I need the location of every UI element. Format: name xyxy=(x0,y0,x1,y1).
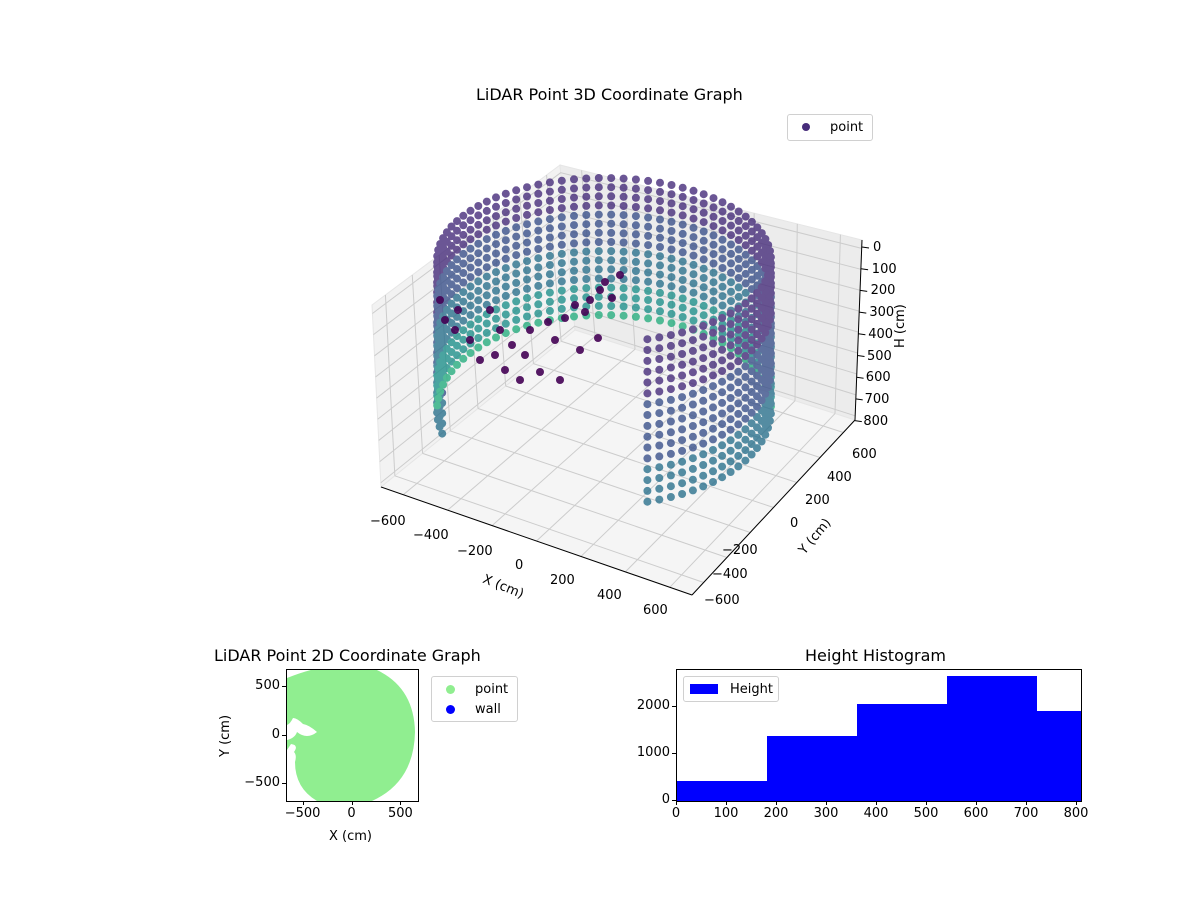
histogram-xtick: 800 xyxy=(1063,806,1089,821)
histogram-bar xyxy=(677,781,767,801)
histogram-xtick: 200 xyxy=(763,806,789,821)
tick-mark xyxy=(400,801,402,805)
legend-label: Height xyxy=(730,681,773,697)
z-tick-label: 400 xyxy=(868,326,894,342)
z-tick-label: 300 xyxy=(869,305,895,321)
tick-mark xyxy=(672,705,676,707)
tick-mark xyxy=(826,801,827,805)
chart-3d-title: LiDAR Point 3D Coordinate Graph xyxy=(476,85,743,104)
x-tick-label: 200 xyxy=(550,573,575,588)
chart-2d-xlabel: X (cm) xyxy=(329,829,372,844)
tick-mark xyxy=(672,800,676,801)
histogram-xtick: 500 xyxy=(913,806,939,821)
tick-mark xyxy=(302,801,304,805)
histogram-ytick: 1000 xyxy=(636,744,670,760)
chart-2d-xtick: −500 xyxy=(284,806,321,821)
histogram-xtick: 300 xyxy=(813,806,839,821)
histogram-bar xyxy=(857,703,947,801)
y-tick-label: −200 xyxy=(722,543,758,558)
x-tick-label: 600 xyxy=(643,603,668,618)
tick-mark xyxy=(1076,801,1077,805)
z-tick-label: 700 xyxy=(864,391,890,407)
x-tick-label: −200 xyxy=(457,544,493,559)
z-tick-label: 500 xyxy=(867,348,892,364)
histogram-xtick: 100 xyxy=(713,806,739,821)
tick-mark xyxy=(282,734,286,736)
x-tick-label: 400 xyxy=(597,588,622,603)
chart-2d-xtick: 0 xyxy=(347,806,356,821)
z-tick-label: 0 xyxy=(873,240,882,255)
y-tick-label: 0 xyxy=(790,516,799,531)
z-tick-label: 100 xyxy=(871,261,897,277)
histogram-bar xyxy=(1037,710,1081,801)
chart-2d-plot-area xyxy=(286,669,419,802)
histogram-xtick: 700 xyxy=(1013,806,1039,821)
legend-item-point: point xyxy=(788,115,872,137)
histogram-title: Height Histogram xyxy=(805,646,946,665)
y-tick-label: 200 xyxy=(805,493,830,508)
tick-mark xyxy=(672,752,676,754)
histogram-bar xyxy=(767,735,857,801)
y-tick-label: −600 xyxy=(704,593,740,608)
point-marker-icon xyxy=(446,684,455,694)
tick-mark xyxy=(282,685,286,687)
y-tick-label: −400 xyxy=(712,567,748,582)
chart-2d-title: LiDAR Point 2D Coordinate Graph xyxy=(214,646,481,665)
legend-item-height: Height xyxy=(684,677,778,699)
legend-label: wall xyxy=(475,701,501,717)
tick-mark xyxy=(282,783,286,785)
z-axis-label: H (cm) xyxy=(893,304,908,348)
x-tick-label: −600 xyxy=(370,514,406,529)
legend-label: point xyxy=(830,119,864,135)
tick-mark xyxy=(676,801,677,805)
tick-mark xyxy=(926,801,927,805)
tick-mark xyxy=(976,801,977,805)
chart-3d-plot xyxy=(371,164,870,596)
point-marker-icon xyxy=(802,123,810,131)
legend-label: point xyxy=(475,681,509,697)
chart-2d-ytick: 500 xyxy=(255,677,280,693)
tick-mark xyxy=(876,801,877,805)
chart-2d-ytick: −500 xyxy=(244,775,280,791)
tick-mark xyxy=(726,801,727,805)
histogram-ytick: 0 xyxy=(661,792,670,807)
chart-2d-legend: point wall xyxy=(431,676,518,722)
chart-2d-xtick: 500 xyxy=(387,806,413,821)
histogram-xtick: 0 xyxy=(671,806,681,821)
point-disc xyxy=(287,670,415,801)
tick-mark xyxy=(351,801,353,805)
tick-mark xyxy=(1026,801,1027,805)
chart-2d-ylabel: Y (cm) xyxy=(218,714,233,757)
legend-item-point: point xyxy=(432,677,517,699)
z-tick-label: 800 xyxy=(863,413,889,429)
chart-3d-legend: point xyxy=(787,114,873,141)
histogram-xtick: 600 xyxy=(963,806,989,821)
y-tick-label: 600 xyxy=(852,447,877,462)
x-tick-label: 0 xyxy=(515,558,524,573)
histogram-bar xyxy=(947,676,1037,801)
histogram-ytick: 2000 xyxy=(636,697,670,713)
histogram-xtick: 400 xyxy=(863,806,889,821)
height-swatch-icon xyxy=(690,684,718,694)
legend-item-wall: wall xyxy=(432,699,517,719)
y-tick-label: 400 xyxy=(827,470,852,485)
z-tick-label: 200 xyxy=(870,283,896,299)
histogram-legend: Height xyxy=(683,676,779,702)
wall-marker-icon xyxy=(446,704,455,714)
x-tick-label: −400 xyxy=(413,528,449,543)
chart-2d-ytick: 0 xyxy=(271,726,280,742)
z-tick-label: 600 xyxy=(865,370,891,386)
tick-mark xyxy=(776,801,777,805)
